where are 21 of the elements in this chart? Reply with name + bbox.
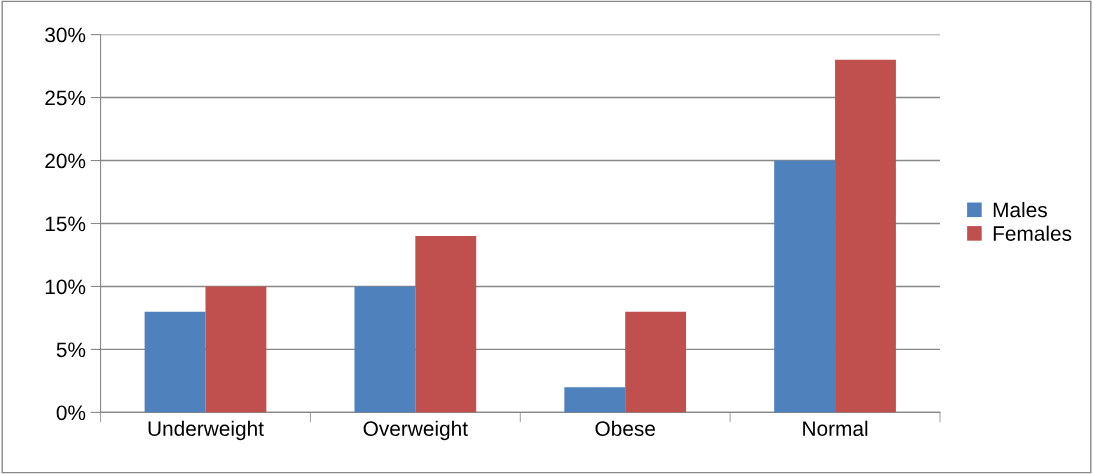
bar	[835, 59, 896, 413]
x-tick-label: Overweight	[363, 420, 468, 441]
legend-label: Females	[993, 225, 1072, 241]
x-tick-label: Underweight	[148, 420, 264, 441]
y-tick-label: 25%	[45, 90, 86, 106]
y-tick-label: 0%	[56, 405, 86, 421]
bar	[625, 311, 687, 413]
legend-label: Males	[993, 201, 1047, 218]
y-tick-label: 20%	[45, 153, 86, 169]
bar	[144, 311, 206, 413]
y-tick-label: 30%	[45, 27, 86, 43]
x-tick-label: Obese	[595, 420, 655, 437]
bar	[564, 387, 626, 413]
y-tick-label: 5%	[56, 342, 86, 358]
y-tick-label: 10%	[45, 279, 86, 295]
x-tick-label: Normal	[803, 420, 868, 437]
y-tick-label: 15%	[45, 216, 86, 232]
bar	[354, 286, 416, 413]
bar	[415, 236, 477, 413]
bar	[774, 160, 836, 413]
bar	[205, 286, 267, 413]
